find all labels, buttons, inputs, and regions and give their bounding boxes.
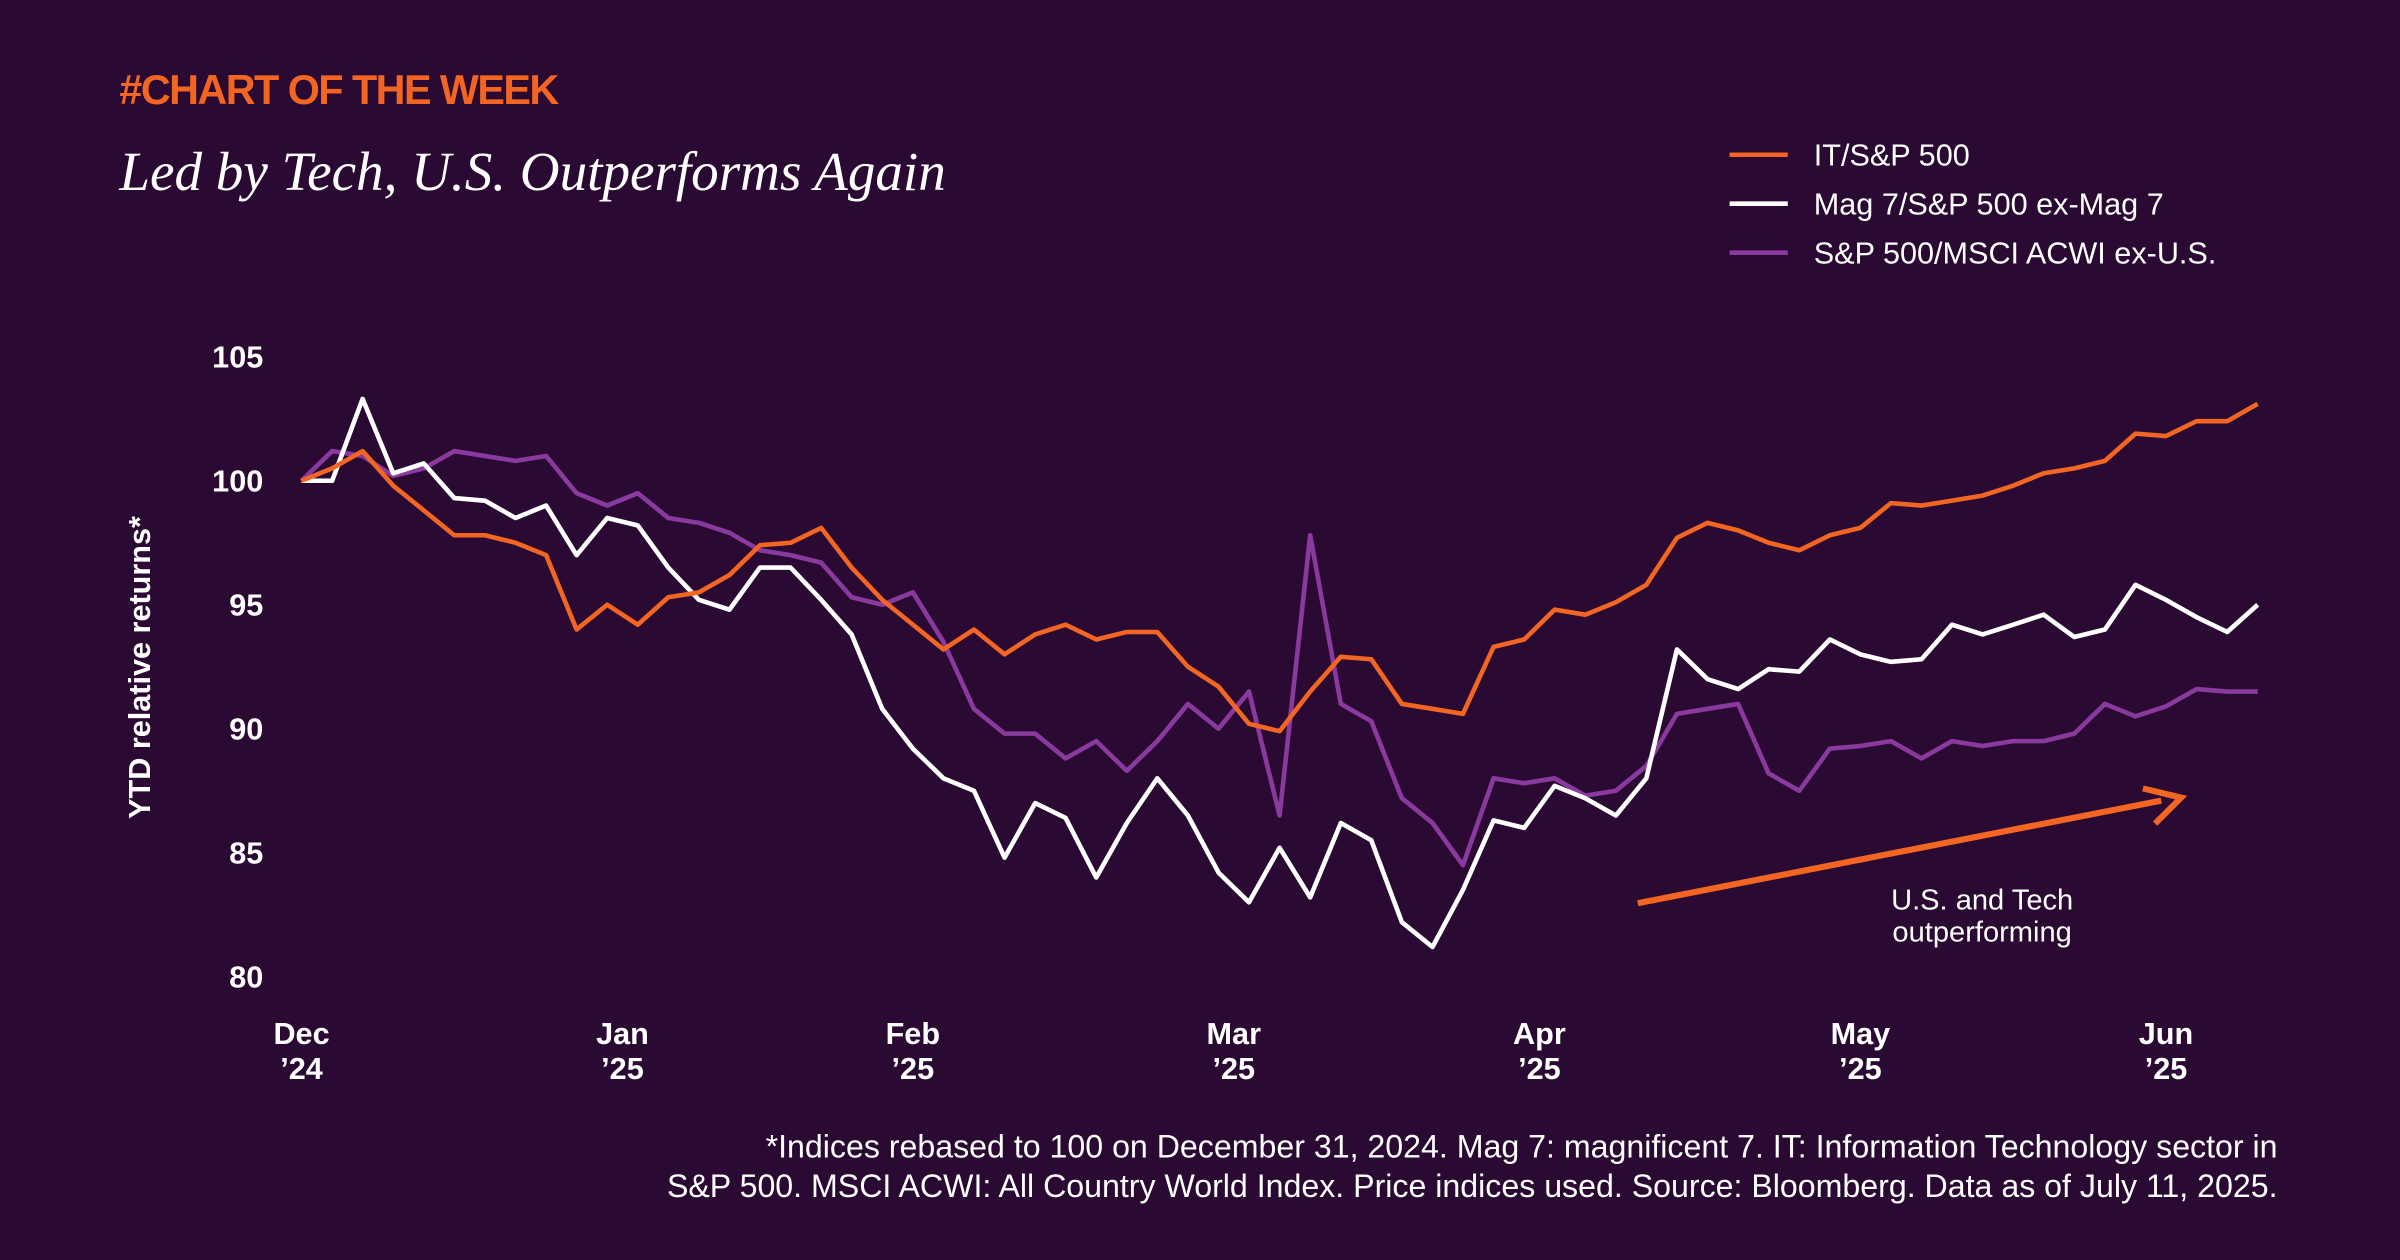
x-tick-label: Dec ’24 xyxy=(273,1017,329,1086)
annotation: outperforming xyxy=(1892,916,2071,948)
x-tick-label: Feb ’25 xyxy=(886,1017,940,1086)
series-line xyxy=(300,401,2259,734)
y-axis-label: YTD relative returns* xyxy=(123,516,157,819)
chart-title: Led by Tech, U.S. Outperforms Again xyxy=(118,141,945,202)
legend-label: Mag 7/S&P 500 ex-Mag 7 xyxy=(1814,187,2164,221)
annotation: U.S. and Tech xyxy=(1891,884,2073,916)
footnote: *Indices rebased to 100 on December 31, … xyxy=(766,1128,2278,1164)
y-tick-label: 95 xyxy=(229,588,263,622)
y-tick-label: 85 xyxy=(229,836,263,870)
x-tick-label: May ’25 xyxy=(1831,1017,1891,1086)
y-tick-label: 80 xyxy=(229,960,263,994)
y-tick-label: 90 xyxy=(229,712,263,746)
annotation-arrow xyxy=(1637,797,2162,907)
y-tick-label: 100 xyxy=(212,464,263,498)
legend-label: IT/S&P 500 xyxy=(1814,138,1970,172)
x-tick-label: Jun ’25 xyxy=(2139,1017,2193,1086)
kicker: #CHART OF THE WEEK xyxy=(119,67,559,113)
series-line xyxy=(301,396,2260,950)
footnote: S&P 500. MSCI ACWI: All Country World In… xyxy=(667,1168,2278,1204)
legend-label: S&P 500/MSCI ACWI ex-U.S. xyxy=(1814,236,2217,270)
annotation-arrowhead xyxy=(2142,785,2188,826)
x-tick-label: Mar ’25 xyxy=(1207,1017,1262,1086)
y-tick-label: 105 xyxy=(212,341,263,375)
x-tick-label: Apr ’25 xyxy=(1513,1017,1566,1086)
series-line xyxy=(299,448,2258,868)
x-tick-label: Jan ’25 xyxy=(596,1017,649,1086)
